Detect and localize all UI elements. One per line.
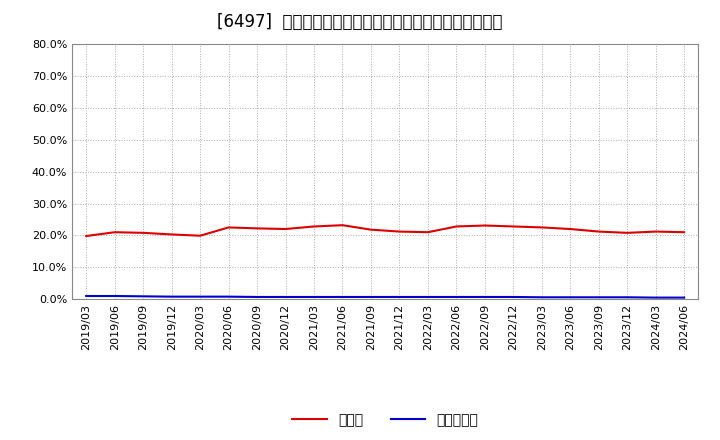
有利子負債 [338, 294, 347, 300]
現預金 [366, 227, 375, 232]
現預金 [452, 224, 461, 229]
現預金 [480, 223, 489, 228]
現預金 [282, 226, 290, 231]
有利子負債 [196, 294, 204, 299]
現預金 [196, 233, 204, 238]
有利子負債 [167, 294, 176, 299]
有利子負債 [480, 294, 489, 300]
有利子負債 [253, 294, 261, 300]
現預金 [595, 229, 603, 234]
有利子負債 [310, 294, 318, 300]
現預金 [566, 226, 575, 231]
有利子負債 [452, 294, 461, 300]
有利子負債 [366, 294, 375, 300]
有利子負債 [595, 295, 603, 300]
現預金 [680, 230, 688, 235]
有利子負債 [225, 294, 233, 299]
現預金 [253, 226, 261, 231]
有利子負債 [652, 295, 660, 300]
Line: 現預金: 現預金 [86, 225, 684, 236]
有利子負債 [623, 295, 631, 300]
有利子負債 [537, 295, 546, 300]
有利子負債 [110, 293, 119, 299]
現預金 [395, 229, 404, 234]
Text: [6497]  現預金、有利子負債の総資産に対する比率の推移: [6497] 現預金、有利子負債の総資産に対する比率の推移 [217, 13, 503, 31]
現預金 [652, 229, 660, 234]
有利子負債 [395, 294, 404, 300]
有利子負債 [566, 295, 575, 300]
現預金 [537, 225, 546, 230]
現預金 [167, 232, 176, 237]
現預金 [423, 230, 432, 235]
Legend: 現預金, 有利子負債: 現預金, 有利子負債 [287, 407, 484, 433]
現預金 [310, 224, 318, 229]
有利子負債 [680, 295, 688, 300]
Line: 有利子負債: 有利子負債 [86, 296, 684, 297]
現預金 [225, 225, 233, 230]
有利子負債 [139, 293, 148, 299]
現預金 [110, 230, 119, 235]
有利子負債 [282, 294, 290, 300]
現預金 [139, 230, 148, 235]
現預金 [338, 223, 347, 228]
現預金 [82, 233, 91, 238]
有利子負債 [423, 294, 432, 300]
有利子負債 [82, 293, 91, 299]
現預金 [509, 224, 518, 229]
有利子負債 [509, 294, 518, 300]
現預金 [623, 230, 631, 235]
